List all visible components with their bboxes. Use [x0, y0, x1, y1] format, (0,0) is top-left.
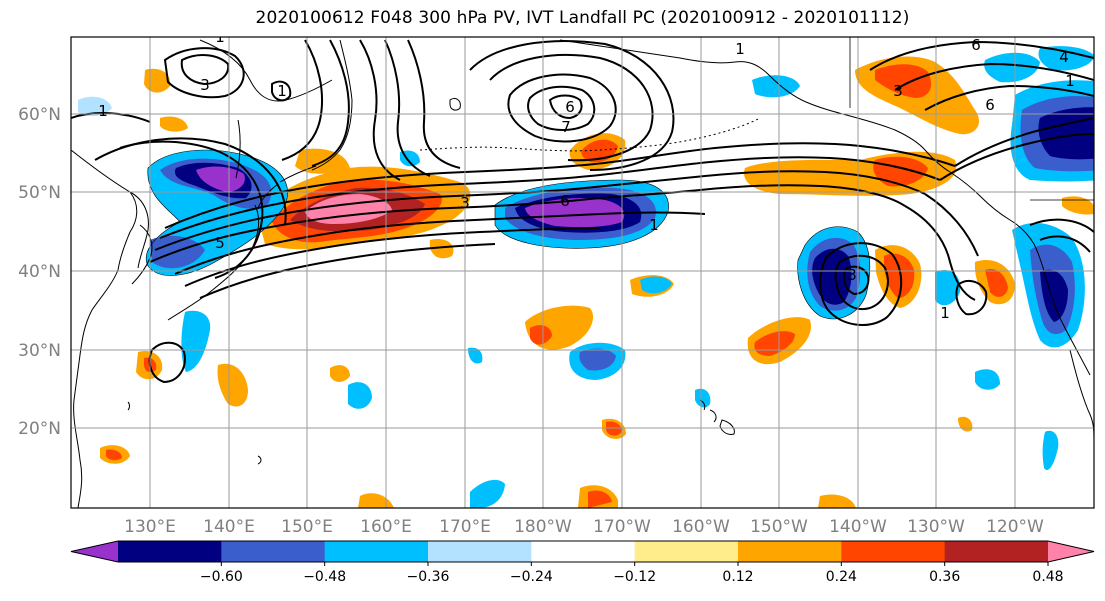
- colorbar-segment: [738, 541, 842, 562]
- colorbar-tick-label: 0.36: [929, 569, 960, 585]
- lon-label: 150°W: [750, 517, 808, 537]
- colorbar-segment: [221, 541, 326, 562]
- colorbar-segment: [324, 541, 429, 562]
- colorbar-tick-label: 0.48: [1032, 569, 1063, 585]
- contour-label: 1: [215, 28, 225, 46]
- lon-label: 140°W: [829, 517, 887, 537]
- colorbar-tick-label: −0.60: [200, 569, 243, 585]
- contour-label: 7: [561, 118, 571, 136]
- contour-label: 1: [277, 82, 287, 100]
- lon-label: 130°E: [124, 517, 176, 537]
- contour-label: 6: [560, 192, 570, 210]
- lat-label: 50°N: [18, 183, 61, 203]
- colorbar-segment: [428, 541, 532, 562]
- lon-label: 180°W: [514, 517, 572, 537]
- shade-outlines: [146, 149, 871, 320]
- colorbar-tick-label: −0.24: [510, 569, 553, 585]
- lon-label: 160°W: [672, 517, 730, 537]
- contour-label: 6: [971, 36, 981, 54]
- lat-label: 20°N: [18, 419, 61, 439]
- lon-label: 130°W: [907, 517, 965, 537]
- lon-label: 150°E: [281, 517, 333, 537]
- contour-label: 1: [649, 216, 659, 234]
- colorbar-outline: [70, 540, 1095, 563]
- contour-label: 5: [215, 234, 225, 252]
- colorbar-tick-label: −0.36: [407, 569, 450, 585]
- contour-label: 6: [565, 98, 575, 116]
- colorbar-segment: [531, 541, 636, 562]
- lat-label: 40°N: [18, 262, 61, 282]
- contour-label: 1: [735, 40, 745, 58]
- lat-label: 60°N: [18, 105, 61, 125]
- longitude-labels: 130°E 140°E 150°E 160°E 170°E 180°W 170°…: [124, 517, 1044, 537]
- contour-label: 1: [940, 304, 950, 322]
- lon-label: 170°E: [439, 517, 491, 537]
- contour-label: 3: [200, 76, 210, 94]
- lat-label: 30°N: [18, 341, 61, 361]
- colorbar-tick-label: 0.24: [826, 569, 857, 585]
- lon-label: 140°E: [203, 517, 255, 537]
- contour-label: 3: [847, 266, 857, 284]
- colorbar-segment: [841, 541, 946, 562]
- contour-label: 3: [460, 194, 470, 212]
- colorbar-segment: [634, 541, 739, 562]
- latitude-labels: 60°N 50°N 40°N 30°N 20°N: [18, 105, 61, 439]
- colorbar-segment: [118, 541, 222, 562]
- lon-label: 170°W: [593, 517, 651, 537]
- contour-label: 4: [1059, 48, 1069, 66]
- contour-label: 3: [893, 82, 903, 100]
- colorbar-tick-label: −0.48: [303, 569, 346, 585]
- graticule: [71, 37, 1094, 508]
- colorbar-tick-label: −0.12: [613, 569, 656, 585]
- lon-label: 120°W: [986, 517, 1044, 537]
- lon-label: 160°E: [360, 517, 412, 537]
- colorbar-tick-label: 0.12: [722, 569, 753, 585]
- colorbar-segment: [944, 541, 1049, 562]
- map-frame: [70, 36, 1095, 509]
- colorbar-extend-max: [1048, 541, 1094, 562]
- map-title: 2020100612 F048 300 hPa PV, IVT Landfall…: [255, 8, 910, 28]
- contour-labels: 1 3 1 1 7 6 3 5 6 1 1 6 3 6 4 1 3 1: [98, 28, 1075, 322]
- contour-label: 1: [98, 102, 108, 120]
- contour-label: 1: [1065, 72, 1075, 90]
- colorbar: −0.60 −0.48 −0.36 −0.24 −0.12 0.12 0.24 0.36 0.4…: [70, 540, 1095, 585]
- ivt-contours: [71, 39, 1094, 384]
- colorbar-extend-min: [71, 541, 118, 562]
- contour-label: 6: [985, 96, 995, 114]
